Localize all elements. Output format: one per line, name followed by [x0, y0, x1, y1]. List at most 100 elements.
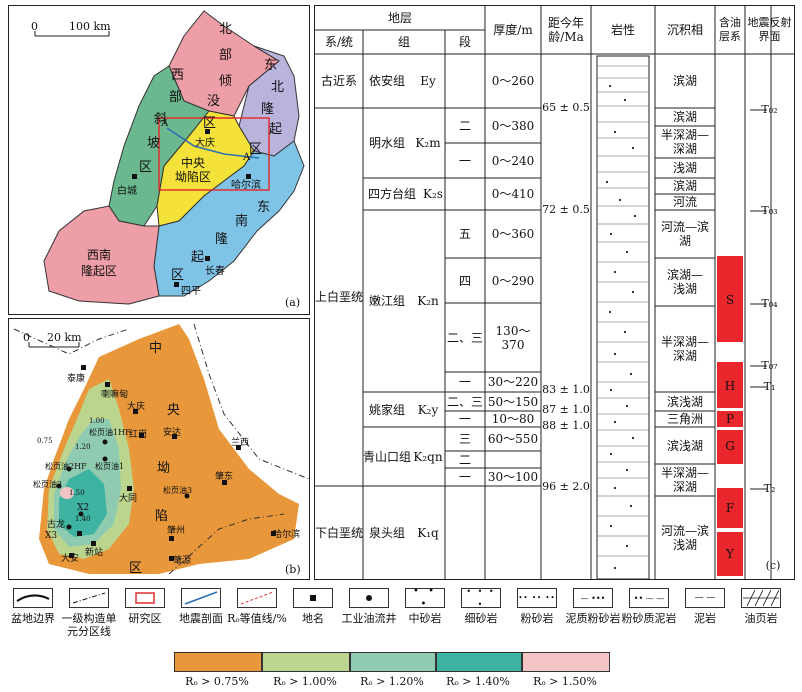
oil-layer-Y [717, 532, 743, 576]
formation-name: 泉头组 [368, 525, 405, 540]
zone-label: 中 [149, 341, 163, 356]
member: 二、三 [446, 394, 483, 409]
legend-item: • • • • 细砂岩 [450, 587, 512, 625]
thickness: 130～370 [495, 323, 531, 352]
region-label: 北 [271, 80, 285, 95]
oil-label: F [725, 501, 735, 515]
formation-code: K₂n [417, 294, 439, 308]
section-label: A′ [243, 152, 253, 163]
age-label: 87 ± 1.0 [542, 403, 590, 416]
ro-150-zone [60, 487, 74, 499]
legend-item: 一级构造单元分区线 [58, 588, 120, 638]
ro-label: Rₒ > 1.40% [446, 675, 510, 688]
region-label: 坳陷区 [175, 170, 212, 184]
oil-shale-icon [741, 588, 781, 608]
legend-label: 盆地边界 [11, 612, 55, 625]
formation-name: 姚家组 [368, 402, 405, 417]
header-formation: 组 [397, 35, 410, 49]
member: 二、三 [446, 330, 483, 345]
legend-label: 地名 [302, 612, 324, 625]
legend-item: — ••• 泥质粉砂岩 [562, 588, 624, 625]
contour-label: 1.40 [75, 515, 91, 523]
facies: 浅湖 [672, 161, 697, 175]
thickness: 0～360 [491, 227, 535, 241]
legend-label: 细砂岩 [464, 612, 498, 625]
contour-label: 0.75 [37, 437, 53, 445]
ro-swatch-150 [522, 652, 610, 672]
legend-item: 油页岩 [730, 588, 792, 625]
region-label: 区 [139, 160, 153, 175]
thickness: 0～410 [491, 187, 535, 201]
member: 二 [458, 452, 471, 467]
member: 三 [458, 432, 471, 446]
mudstone-icon: — — [685, 588, 725, 608]
ro-label: Rₒ > 1.50% [533, 675, 597, 688]
place-label: 兰西 [231, 438, 250, 448]
region-label: 倾 [219, 74, 233, 89]
zone-label: 坳 [157, 461, 171, 476]
fine-sandstone-icon: • • • • [461, 587, 501, 609]
ro-label: Rₒ > 1.20% [360, 675, 424, 688]
study-area-icon [125, 588, 165, 608]
legend-item: Rₒ等值线/% [226, 588, 288, 625]
header-age: 距今年龄/Ma [547, 16, 584, 44]
basin-boundary-icon [13, 588, 53, 608]
oil-layer-S [717, 256, 743, 342]
formation-name: 青山口组 [363, 449, 412, 464]
member: 一 [458, 412, 471, 426]
thickness: 0～290 [491, 273, 535, 288]
oil-label: S [725, 293, 735, 307]
silty-mudstone-icon: •• — — [629, 588, 669, 608]
ro-label: Rₒ > 1.00% [273, 675, 337, 688]
facies: 半深湖—深湖 [660, 466, 709, 494]
place-label: 古龙 [47, 520, 66, 530]
facies: 滨浅湖 [666, 438, 703, 453]
system-upper-cretaceous: 上白垩统 [315, 290, 364, 304]
member: 一 [458, 153, 471, 168]
thickness: 50～150 [487, 394, 539, 409]
facies: 滨湖—浅湖 [666, 268, 703, 296]
facies: 半深湖—深湖 [660, 128, 709, 156]
thickness: 0～240 [491, 153, 535, 168]
header-system: 系/统 [324, 35, 354, 49]
region-label: 隆起区 [81, 264, 118, 278]
facies: 滨湖 [672, 74, 697, 88]
legend-label: 泥质粉砂岩 [565, 612, 621, 625]
region-label: 区 [249, 142, 263, 157]
map-b-svg [13, 323, 310, 575]
well-label: 松页油2 [33, 480, 63, 489]
well-label: 松页油1HF [89, 428, 131, 437]
well-label: X3 [45, 531, 58, 541]
ro-swatch-120 [350, 652, 436, 672]
formation-code: K₂y [417, 402, 439, 417]
place-label: 新站 [85, 548, 104, 558]
header-lithology: 岩性 [610, 23, 635, 37]
legend-label: 中砂岩 [408, 612, 442, 625]
ro-swatch-140 [436, 652, 522, 672]
header-seismic: 地震反射界面 [747, 16, 792, 43]
ro-swatch-075 [174, 652, 262, 672]
member: 一 [458, 375, 471, 389]
scale-zero-a: 0 [31, 20, 38, 33]
legend-label: 粉砂质泥岩 [621, 612, 677, 625]
scale-dist-a: 100 km [69, 20, 111, 33]
region-southwest-uplift [43, 205, 160, 305]
formation-name: 明水组 [368, 136, 405, 150]
legend-item: 地震剖面 [170, 588, 232, 625]
legend-label: 工业油流井 [341, 612, 397, 625]
legend-item: — — 泥岩 [674, 588, 736, 625]
legend-item: •• — — 粉砂质泥岩 [618, 588, 680, 625]
facies: 滨湖 [672, 110, 697, 124]
thickness: 30～100 [487, 470, 539, 484]
strat-column: 地层 系/统 组 段 厚度/m 距今年龄/Ma 岩性 沉积相 含油层系 地震反射… [314, 5, 795, 580]
region-label: 没 [207, 94, 221, 109]
lithology-column [596, 55, 650, 579]
thickness: 0～380 [491, 118, 535, 133]
legend-label: 一级构造单元分区线 [61, 612, 117, 638]
legend-item: • • • 中砂岩 [394, 586, 456, 625]
facies: 河流—滨湖 [661, 220, 710, 248]
region-label: 南 [235, 214, 249, 229]
region-label: 坡 [147, 136, 161, 151]
region-label: 西南 [87, 248, 112, 262]
place-label: 红岗 [129, 430, 148, 440]
